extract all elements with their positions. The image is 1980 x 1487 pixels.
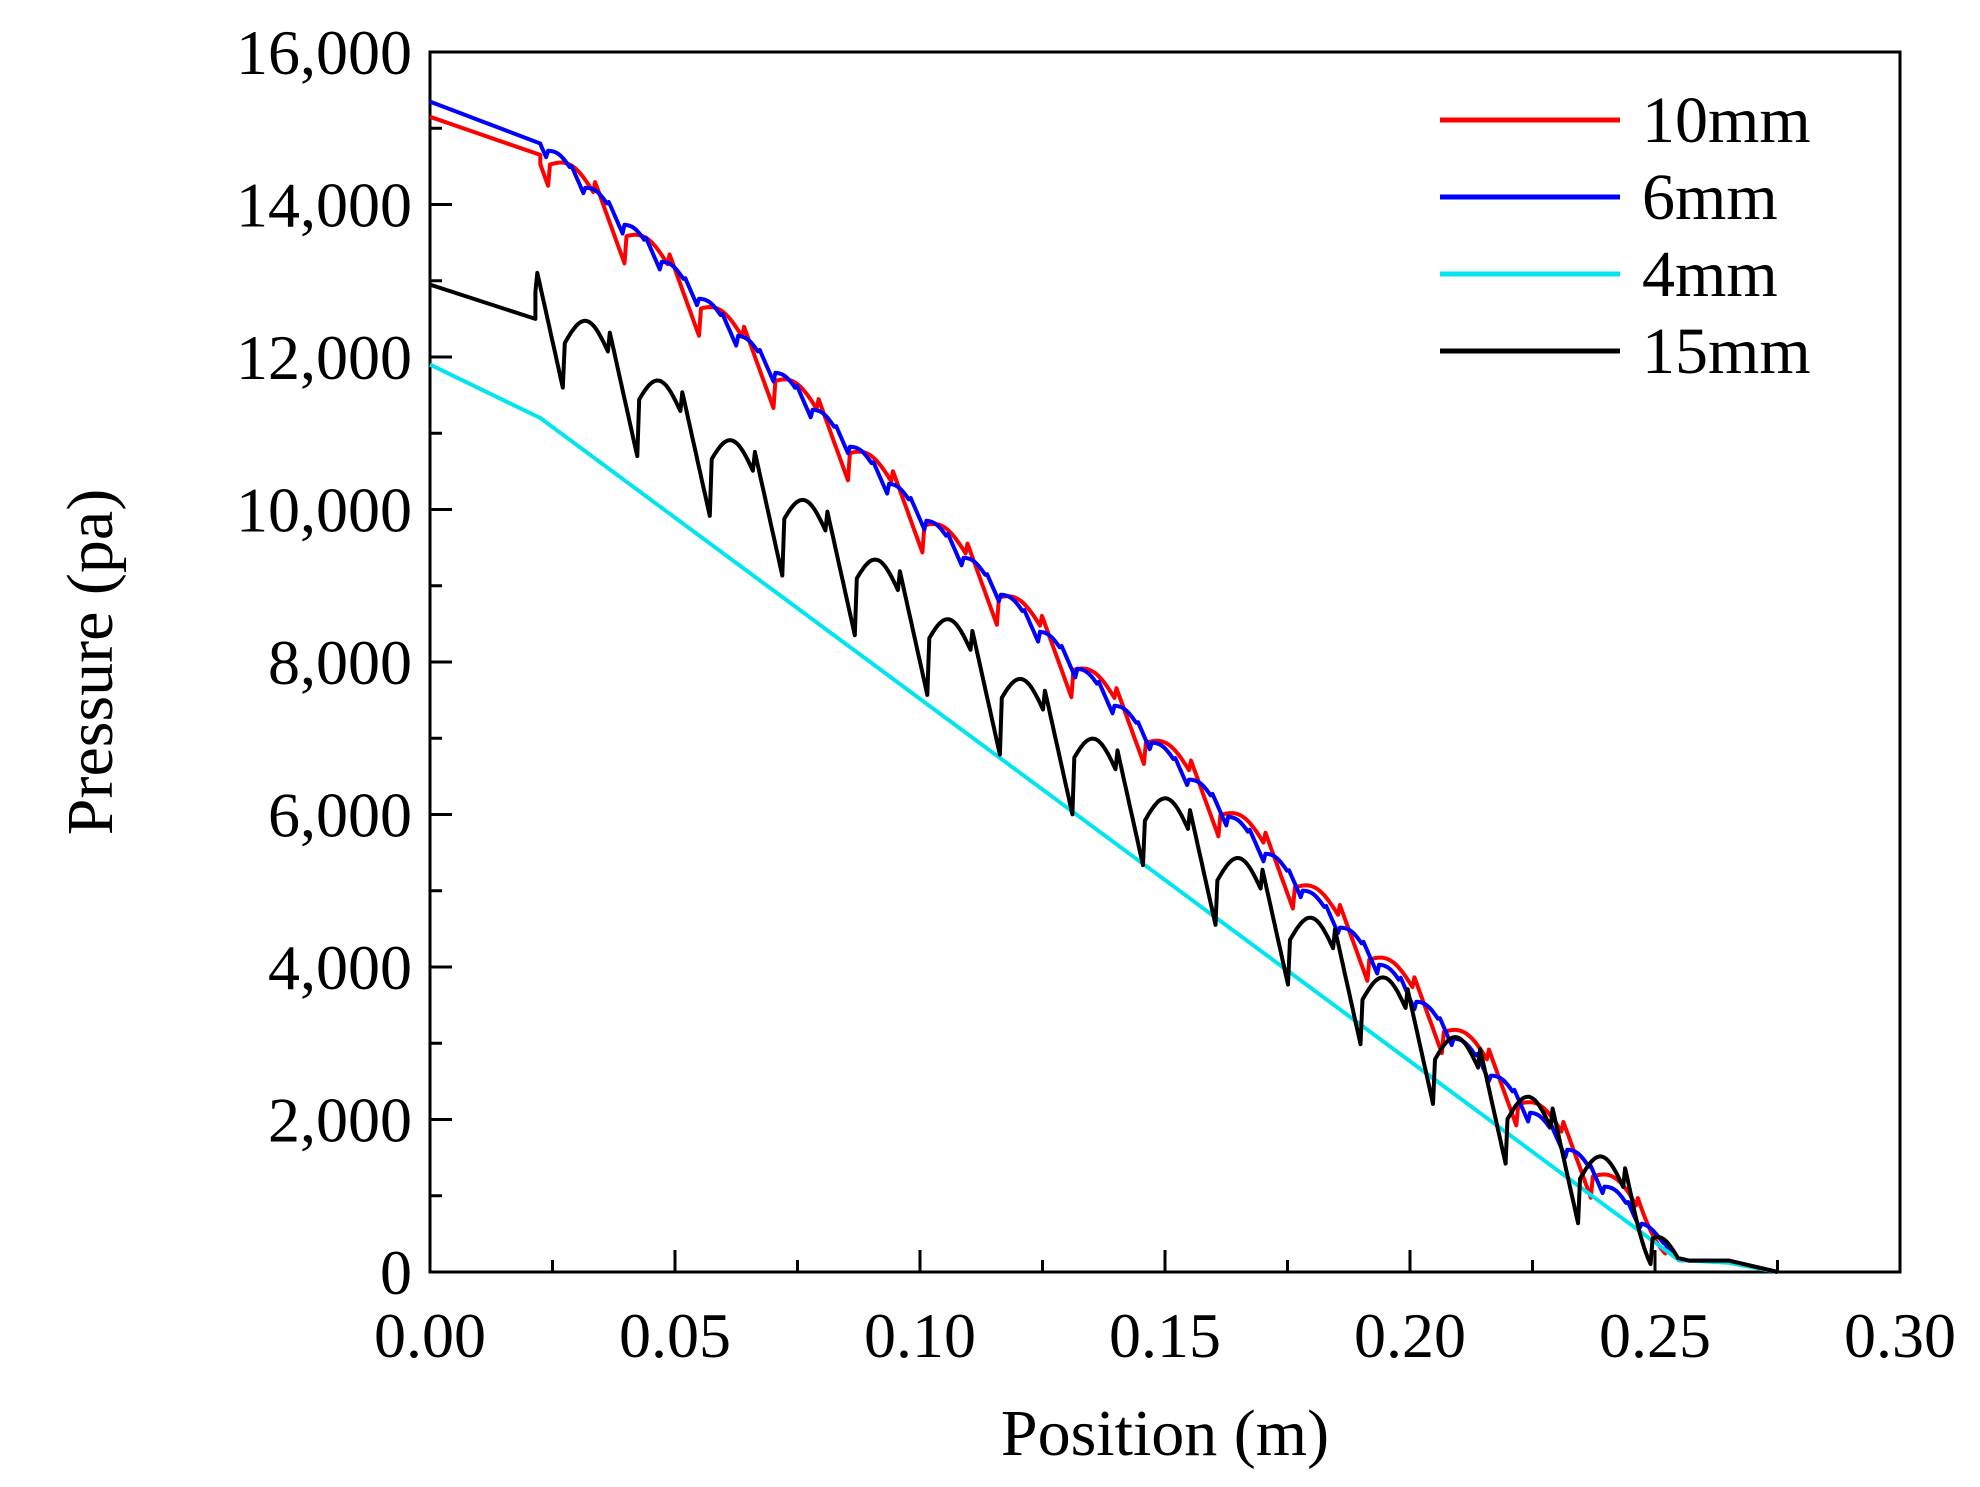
- series-lines: [429, 99, 1778, 1274]
- x-tick-label: 0.00: [374, 1300, 486, 1371]
- y-tick-label: 8,000: [268, 627, 412, 698]
- x-tick-label: 0.25: [1599, 1300, 1711, 1371]
- x-axis-title: Position (m): [1001, 1397, 1329, 1470]
- y-axis-title: Pressure (pa): [54, 489, 127, 835]
- legend-label-4mm: 4mm: [1642, 238, 1778, 311]
- x-tick-label: 0.15: [1109, 1300, 1221, 1371]
- y-tick-label: 10,000: [236, 475, 412, 546]
- y-tick-label: 4,000: [268, 932, 412, 1003]
- y-axis-ticks: 0 2,000 4,000 6,000 8,000 10,000 12,000 14,000 1…: [236, 17, 452, 1308]
- series-line-4mm: [429, 362, 1778, 1274]
- x-tick-label: 0.10: [864, 1300, 976, 1371]
- series-line-15mm: [429, 270, 1778, 1274]
- y-tick-label: 2,000: [268, 1085, 412, 1156]
- x-tick-label: 0.20: [1354, 1300, 1466, 1371]
- y-tick-label: 6,000: [268, 780, 412, 851]
- y-tick-label: 0: [380, 1237, 412, 1308]
- series-line-6mm: [429, 99, 1778, 1274]
- y-tick-label: 14,000: [236, 170, 412, 241]
- legend-label-15mm: 15mm: [1642, 315, 1811, 388]
- legend-label-10mm: 10mm: [1642, 84, 1811, 157]
- x-tick-label: 0.05: [619, 1300, 731, 1371]
- x-axis-ticks: 0.00 0.05 0.10 0.15 0.20 0.25 0.30: [374, 1250, 1956, 1371]
- legend-label-6mm: 6mm: [1642, 161, 1778, 234]
- y-tick-label: 16,000: [236, 17, 412, 88]
- y-tick-label: 12,000: [236, 322, 412, 393]
- series-line-10mm: [429, 114, 1778, 1274]
- x-tick-label: 0.30: [1844, 1300, 1956, 1371]
